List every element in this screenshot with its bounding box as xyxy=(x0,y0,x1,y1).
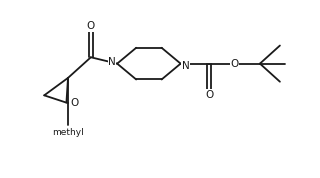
Text: O: O xyxy=(87,21,95,31)
Text: methyl: methyl xyxy=(52,128,84,137)
Text: N: N xyxy=(108,57,116,67)
Text: N: N xyxy=(182,61,189,70)
Text: O: O xyxy=(230,59,239,69)
Text: O: O xyxy=(205,90,213,100)
Text: O: O xyxy=(71,98,79,108)
